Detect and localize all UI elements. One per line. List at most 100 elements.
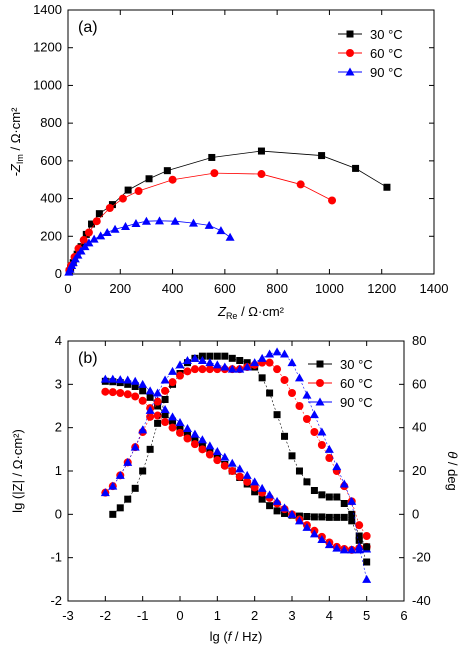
phase-point-b — [130, 442, 140, 451]
phase-point-b — [146, 445, 154, 453]
modulus-point-b — [213, 456, 222, 465]
phase-point-b — [309, 410, 319, 419]
phase-point-b — [324, 444, 334, 453]
modulus-point-b — [355, 536, 363, 544]
data-point-a — [208, 153, 216, 161]
modulus-point-b — [191, 436, 199, 444]
x-tick-label-b: -2 — [100, 608, 112, 623]
phase-point-b — [318, 491, 326, 499]
modulus-point-b — [251, 488, 259, 496]
phase-point-b — [220, 362, 230, 371]
phase-point-b — [281, 432, 289, 440]
modulus-point-b — [131, 392, 140, 401]
modulus-point-b — [242, 470, 252, 479]
phase-point-b — [176, 371, 184, 380]
legend-label-b: 60 °C — [340, 376, 373, 391]
modulus-point-b — [339, 545, 349, 554]
modulus-point-b — [258, 495, 266, 503]
legend-label-b: 30 °C — [340, 357, 373, 372]
phase-point-b — [250, 358, 260, 367]
phase-point-b — [287, 358, 297, 367]
modulus-point-b — [228, 467, 237, 475]
data-point-a — [134, 187, 143, 196]
y-tick-label-b: 2 — [55, 420, 62, 435]
phase-point-b — [280, 349, 290, 358]
legend-label-b: 90 °C — [340, 395, 373, 410]
data-point-a — [188, 218, 198, 227]
x-tick-label-b: 5 — [363, 608, 370, 623]
data-point-a — [108, 201, 116, 209]
y-axis-title-a: -ZIm / Ω·cm² — [8, 107, 25, 176]
y-tick-label-a: 1200 — [33, 40, 62, 55]
modulus-point-b — [212, 447, 222, 455]
modulus-point-b — [220, 452, 230, 461]
modulus-point-b — [101, 387, 110, 396]
phase-point-b — [228, 354, 236, 362]
phase-point-b — [100, 488, 110, 497]
y-tick-label-a: 200 — [40, 228, 62, 243]
data-point-a — [110, 224, 120, 233]
x-tick-label-b: -1 — [137, 608, 149, 623]
phase-point-b — [258, 374, 266, 382]
y-tick-label-a: 800 — [40, 115, 62, 130]
data-point-a — [84, 238, 94, 247]
modulus-point-b — [220, 461, 229, 470]
data-point-a — [121, 221, 131, 230]
y2-tick-label-b: 0 — [412, 506, 419, 521]
y-tick-label-a: 400 — [40, 191, 62, 206]
phase-point-b — [115, 470, 125, 479]
data-point-a — [210, 169, 219, 178]
legend-marker-a — [346, 49, 354, 57]
panel-label-a: (a) — [78, 19, 98, 36]
phase-point-b — [213, 352, 221, 360]
phase-point-b — [242, 362, 252, 371]
phase-point-b — [206, 352, 214, 360]
data-point-a — [145, 175, 153, 183]
phase-point-b — [348, 510, 356, 518]
phase-point-b — [340, 500, 348, 507]
data-point-a — [296, 180, 305, 189]
modulus-point-b — [130, 376, 140, 385]
modulus-point-b — [153, 411, 162, 420]
modulus-point-b — [161, 411, 169, 419]
data-point-a — [105, 204, 114, 212]
phase-point-b — [154, 419, 162, 427]
phase-point-b — [362, 574, 372, 583]
y-tick-label-b: -1 — [50, 550, 62, 565]
phase-point-b — [317, 441, 326, 449]
phase-point-b — [325, 454, 334, 462]
modulus-point-b — [160, 404, 170, 413]
modulus-point-b — [348, 517, 356, 525]
modulus-point-b — [272, 496, 282, 505]
legend-label-a: 60 °C — [370, 46, 403, 61]
modulus-point-b — [100, 374, 110, 383]
modulus-point-b — [310, 513, 318, 521]
y-tick-label-a: 600 — [40, 153, 62, 168]
y-tick-label-b: 4 — [55, 333, 62, 348]
data-point-a — [118, 194, 127, 203]
phase-point-b — [236, 357, 244, 364]
modulus-point-b — [280, 503, 290, 512]
panel-label-b: (b) — [78, 350, 98, 367]
phase-point-b — [161, 396, 169, 403]
y2-tick-label-b: 60 — [412, 376, 426, 391]
phase-point-b — [138, 425, 148, 434]
y-tick-label-b: -2 — [50, 593, 62, 608]
phase-point-b — [168, 378, 177, 387]
data-point-a — [96, 231, 106, 240]
x-axis-title-b: lg (f / Hz) — [210, 629, 263, 644]
modulus-point-b — [294, 516, 304, 525]
data-point-a — [155, 216, 164, 225]
phase-point-b — [124, 495, 132, 503]
phase-point-b — [333, 493, 341, 501]
data-point-a — [257, 147, 265, 155]
modulus-point-b — [131, 383, 139, 390]
series-line-a — [68, 172, 333, 271]
legend-marker-a — [346, 30, 354, 38]
modulus-point-b — [257, 483, 267, 492]
phase-point-b — [227, 364, 237, 373]
modulus-point-b — [183, 434, 192, 443]
legend-marker-b — [315, 397, 325, 406]
y2-axis-title-b: θ / deg — [445, 451, 459, 491]
phase-point-b — [145, 405, 155, 414]
